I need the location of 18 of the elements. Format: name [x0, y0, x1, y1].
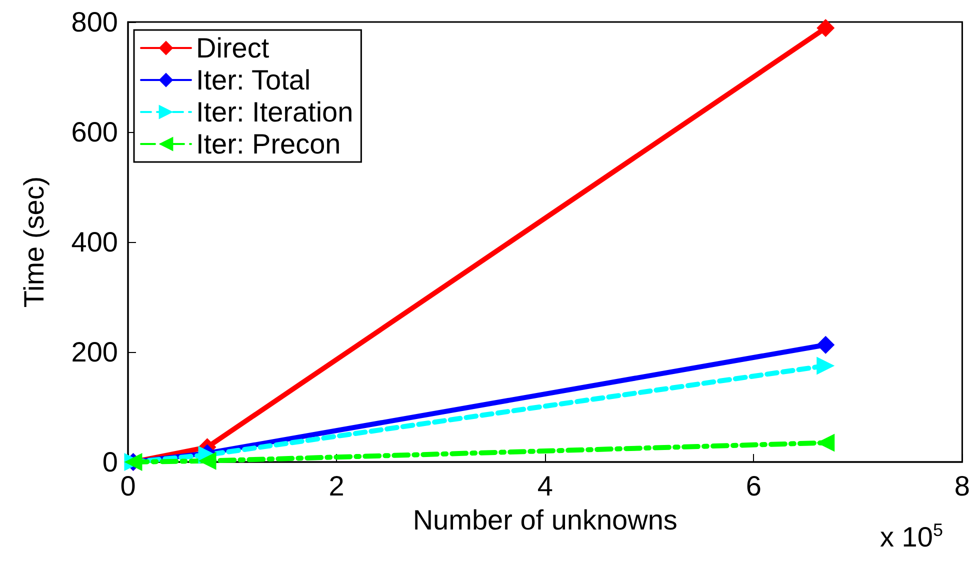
y-tick-label: 400 — [71, 226, 118, 258]
text: x 10$^{5}$ — [880, 520, 943, 554]
x-axis-title: Number of unknowns — [412, 504, 678, 536]
x-tick-label: 6 — [746, 470, 762, 502]
x-tick-label: 8 — [954, 470, 970, 502]
y-tick-label: 0 — [102, 446, 118, 478]
y-tick-label: 200 — [71, 336, 118, 368]
legend-label: Direct — [196, 32, 270, 64]
point — [816, 336, 835, 354]
x-tick-label: 4 — [537, 470, 553, 502]
legend-label: Iter: Total — [196, 64, 311, 96]
y-axis-title: Time (sec) — [18, 176, 50, 308]
y-tick-label: 800 — [71, 6, 118, 38]
legend-label: Iter: Iteration — [196, 96, 354, 128]
point — [816, 19, 835, 38]
y-tick-label: 600 — [71, 116, 118, 148]
legend-label: Iter: Precon — [196, 128, 341, 160]
x-tick-label: 2 — [328, 470, 344, 502]
